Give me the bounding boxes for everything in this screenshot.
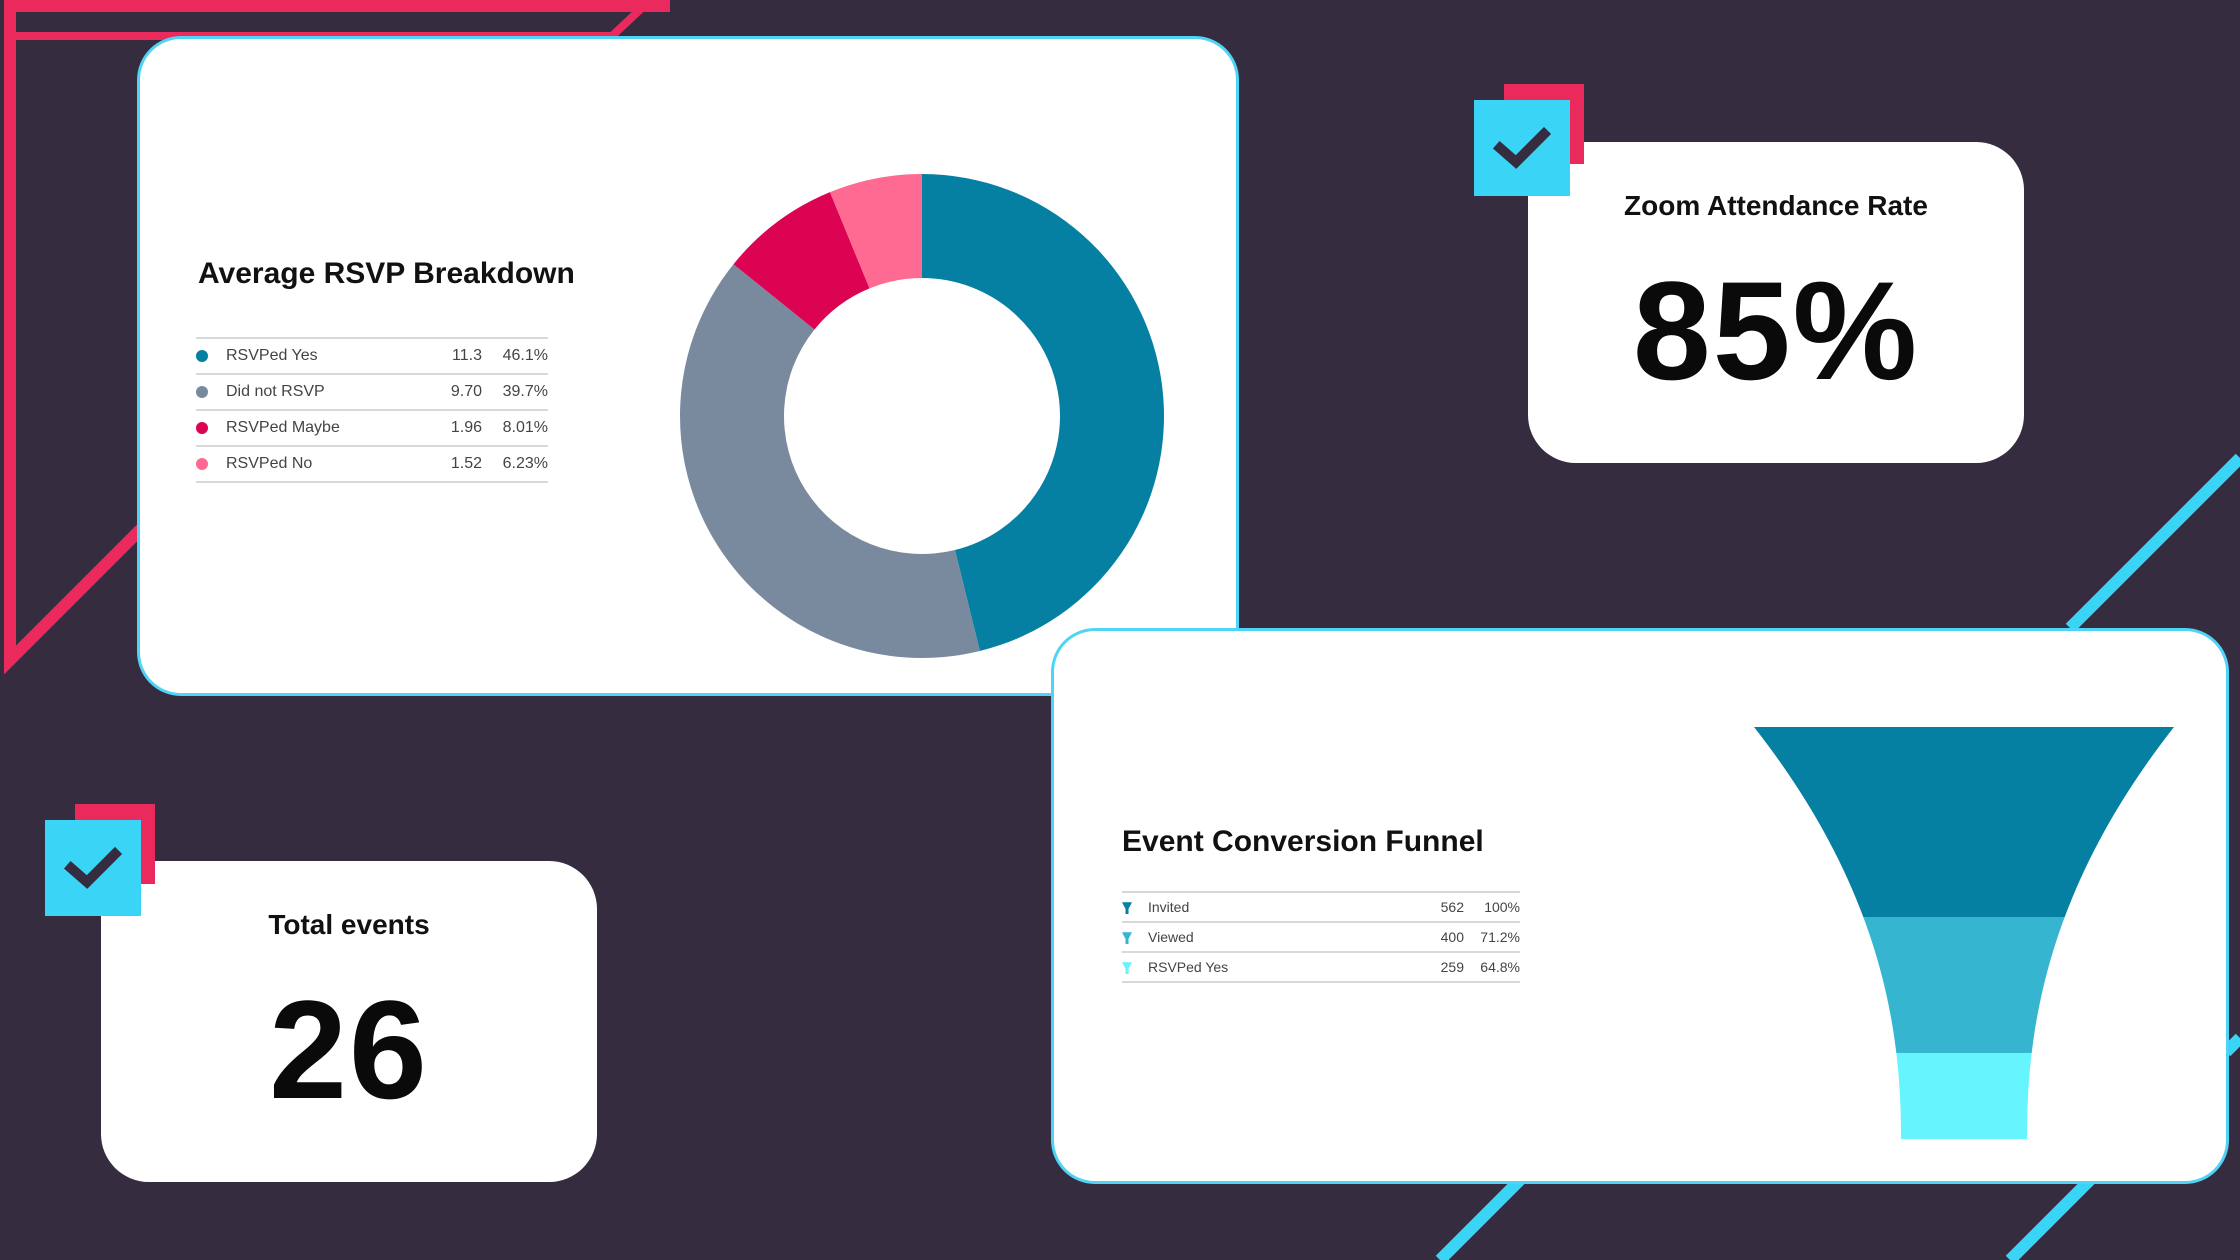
rsvp-legend: RSVPed Yes 11.3 46.1% Did not RSVP 9.70 39.7%… (196, 337, 548, 483)
legend-dot (196, 385, 208, 398)
funnel-icon (1122, 932, 1132, 945)
funnel-legend-label: Viewed (1148, 929, 1194, 945)
rsvp-legend-label: RSVPed Maybe (226, 419, 340, 436)
zoom-attendance-label: Zoom Attendance Rate (1624, 190, 1928, 221)
conversion-funnel-card: Event Conversion Funnel Invited 562 100% Vi… (1051, 628, 2229, 1184)
funnel-legend-row: RSVPed Yes 259 64.8% (1122, 951, 1520, 983)
cyan-diagonal-line-2 (1435, 1165, 1535, 1260)
rsvp-legend-label: Did not RSVP (226, 383, 325, 400)
funnel-icon (1122, 902, 1132, 915)
funnel-legend: Invited 562 100% Viewed 400 71.2% RSVPed Yes 25… (1122, 891, 1520, 983)
cyan-diagonal-line-3 (2005, 1165, 2105, 1260)
funnel-legend-row: Viewed 400 71.2% (1122, 921, 1520, 952)
funnel-stage (1896, 1053, 2032, 1139)
funnel-legend-row: Invited 562 100% (1122, 891, 1520, 922)
funnel-stage (1754, 727, 2174, 917)
legend-dot (196, 421, 208, 434)
rsvp-donut-chart (680, 174, 1165, 658)
rsvp-legend-percent: 39.7% (482, 373, 548, 410)
funnel-legend-label: Invited (1148, 899, 1190, 915)
total-events-card: Total events 26 (101, 861, 597, 1182)
check-icon (1492, 126, 1552, 169)
rsvp-legend-percent: 46.1% (482, 337, 548, 374)
rsvp-legend-value: 9.70 (422, 373, 482, 410)
pink-frame-line (4, 0, 670, 675)
funnel-legend-percent: 64.8% (1464, 951, 1520, 983)
rsvp-legend-percent: 6.23% (482, 445, 548, 483)
funnel-legend-value: 259 (1404, 951, 1464, 983)
legend-dot (196, 457, 208, 470)
rsvp-legend-label: RSVPed No (226, 455, 313, 472)
rsvp-legend-value: 11.3 (422, 337, 482, 374)
badge-face (1474, 100, 1570, 196)
funnel-legend-percent: 71.2% (1464, 921, 1520, 952)
rsvp-legend-row: RSVPed Yes 11.3 46.1% (196, 337, 548, 374)
funnel-stage (1863, 917, 2065, 1053)
funnel-legend-value: 562 (1404, 891, 1464, 922)
funnel-legend-label: RSVPed Yes (1148, 959, 1229, 975)
badge-face (45, 820, 141, 916)
funnel-icon (1122, 962, 1132, 975)
rsvp-legend-label: RSVPed Yes (226, 347, 318, 364)
rsvp-breakdown-card: Average RSVP Breakdown RSVPed Yes 11.3 46.… (137, 36, 1239, 696)
funnel-legend-value: 400 (1404, 921, 1464, 952)
conversion-funnel-chart (1754, 727, 2174, 1139)
zoom-check-badge (1474, 84, 1584, 196)
check-icon (63, 846, 123, 889)
rsvp-legend-percent: 8.01% (482, 409, 548, 446)
donut-slice (733, 192, 870, 330)
zoom-attendance-value: 85% (1632, 252, 1920, 409)
rsvp-chart-title: Average RSVP Breakdown (198, 257, 575, 290)
funnel-legend-percent: 100% (1464, 891, 1520, 922)
events-check-badge (45, 804, 155, 916)
rsvp-legend-row: RSVPed Maybe 1.96 8.01% (196, 409, 548, 446)
legend-dot (196, 349, 208, 362)
rsvp-legend-value: 1.96 (422, 409, 482, 446)
total-events-value: 26 (269, 971, 429, 1128)
total-events-label: Total events (268, 909, 430, 940)
rsvp-legend-row: RSVPed No 1.52 6.23% (196, 445, 548, 483)
donut-slice (680, 264, 980, 658)
donut-slice (829, 174, 922, 289)
funnel-chart-title: Event Conversion Funnel (1122, 825, 1484, 858)
rsvp-legend-row: Did not RSVP 9.70 39.7% (196, 373, 548, 410)
zoom-attendance-card: Zoom Attendance Rate 85% (1528, 142, 2024, 463)
donut-slice (922, 174, 1165, 651)
rsvp-legend-value: 1.52 (422, 445, 482, 483)
cyan-diagonal-line-1 (2065, 453, 2240, 633)
